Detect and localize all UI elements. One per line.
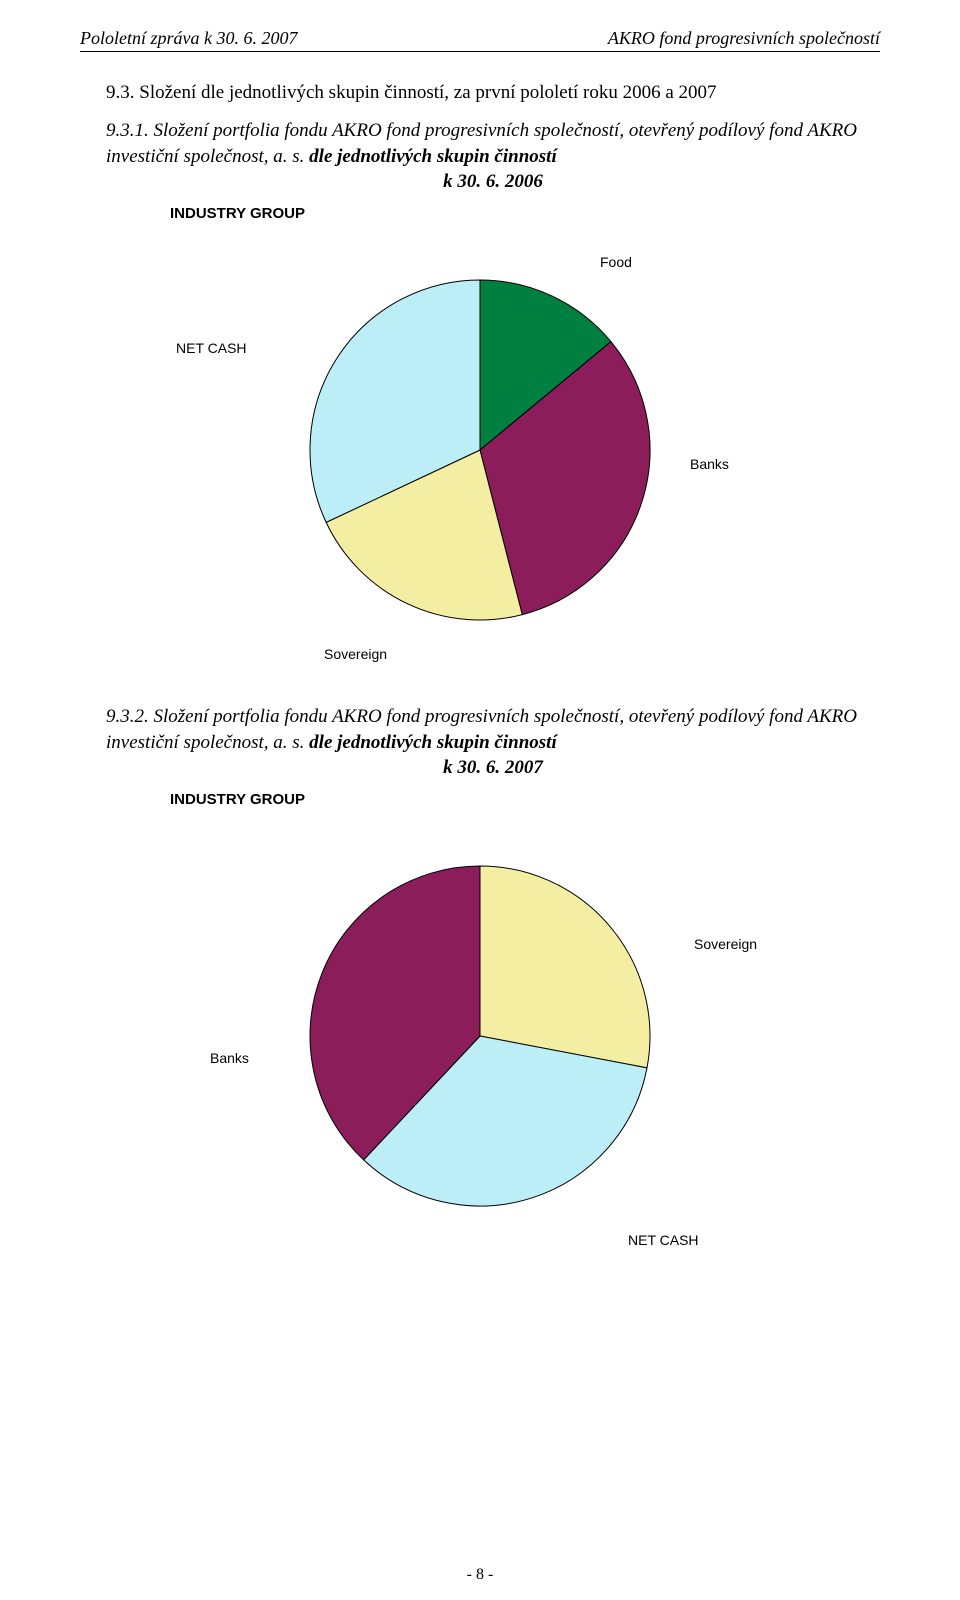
chart-2007: Sovereign NET CASH Banks bbox=[80, 816, 880, 1256]
pie-svg bbox=[80, 230, 880, 670]
section-9-3-1-heading: 9.3.1. Složení portfolia fondu AKRO fond… bbox=[106, 118, 880, 195]
section-9-3-1-emph: dle jednotlivých skupin činností bbox=[309, 146, 557, 167]
section-9-3-heading: 9.3. Složení dle jednotlivých skupin čin… bbox=[106, 82, 880, 104]
page-number: - 8 - bbox=[0, 1566, 960, 1584]
pie-label-net-cash: NET CASH bbox=[176, 340, 247, 356]
section-9-3-2-tail: k 30. 6. 2007 bbox=[106, 755, 880, 781]
section-9-3-2-number: 9.3.2. bbox=[106, 706, 149, 727]
section-9-3-number: 9.3. bbox=[106, 82, 135, 103]
header-right: AKRO fond progresivních společností bbox=[608, 28, 880, 49]
chart-2006: Food Banks Sovereign NET CASH bbox=[80, 230, 880, 670]
chart-2006-block: INDUSTRY GROUP Food Banks Sovereign NET CAS… bbox=[80, 205, 880, 670]
pie-slice-sovereign bbox=[480, 866, 650, 1068]
page-header: Pololetní zpráva k 30. 6. 2007 AKRO fond… bbox=[80, 28, 880, 52]
header-left: Pololetní zpráva k 30. 6. 2007 bbox=[80, 28, 297, 49]
chart-2006-title: INDUSTRY GROUP bbox=[170, 205, 880, 222]
pie-label-banks: Banks bbox=[690, 456, 729, 472]
pie-label-banks: Banks bbox=[210, 1050, 249, 1066]
chart-2007-title: INDUSTRY GROUP bbox=[170, 791, 880, 808]
section-9-3-title: Složení dle jednotlivých skupin činností… bbox=[139, 82, 716, 103]
section-9-3-2-heading: 9.3.2. Složení portfolia fondu AKRO fond… bbox=[106, 704, 880, 781]
chart-2007-block: INDUSTRY GROUP Sovereign NET CASH Banks bbox=[80, 791, 880, 1256]
page: Pololetní zpráva k 30. 6. 2007 AKRO fond… bbox=[0, 0, 960, 1600]
pie-svg bbox=[80, 816, 880, 1256]
pie-label-net-cash: NET CASH bbox=[628, 1232, 699, 1248]
pie-label-food: Food bbox=[600, 254, 632, 270]
pie-label-sovereign: Sovereign bbox=[694, 936, 757, 952]
section-9-3-1-number: 9.3.1. bbox=[106, 120, 149, 141]
section-9-3-1-tail: k 30. 6. 2006 bbox=[106, 169, 880, 195]
pie-label-sovereign: Sovereign bbox=[324, 646, 387, 662]
section-9-3-2-emph: dle jednotlivých skupin činností bbox=[309, 732, 557, 753]
